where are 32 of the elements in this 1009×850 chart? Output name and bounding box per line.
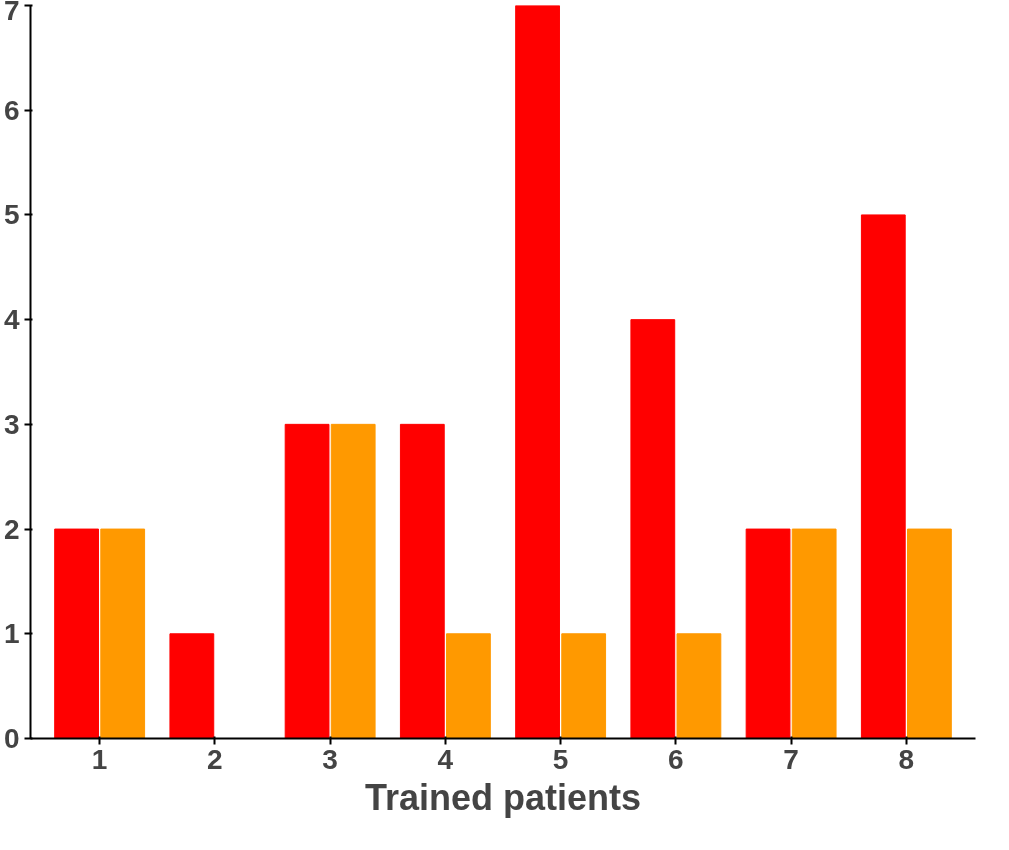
bar (630, 319, 676, 739)
y-tick-label: 6 (3, 94, 20, 126)
x-axis-title: Trained patients (364, 776, 642, 818)
x-tick-label: 3 (322, 743, 338, 775)
x-tick-label: 7 (783, 743, 799, 775)
x-tick-label: 5 (552, 743, 569, 775)
bar (399, 423, 445, 739)
bar (676, 633, 722, 739)
bar (446, 633, 491, 739)
x-tick-label: 4 (437, 743, 454, 775)
x-tick-label: 2 (207, 743, 223, 775)
bar (907, 528, 952, 739)
x-tick-label: 1 (91, 743, 108, 775)
bar (515, 5, 560, 739)
y-tick-label: 2 (3, 513, 20, 545)
bar (860, 214, 906, 739)
y-tick-label: 7 (3, 0, 20, 26)
y-tick-label: 3 (3, 408, 20, 440)
bar (791, 528, 837, 739)
y-tick-label: 0 (3, 723, 20, 754)
bar (169, 633, 215, 739)
bar (100, 528, 146, 739)
bar (745, 528, 791, 739)
y-tick-label: 5 (3, 199, 20, 231)
bar (561, 633, 607, 739)
x-tick-label: 8 (898, 743, 915, 775)
y-tick-label: 4 (3, 304, 20, 336)
x-tick-label: 6 (668, 743, 684, 775)
y-tick-label: 1 (3, 618, 20, 650)
bar (284, 423, 330, 739)
bar (330, 423, 376, 739)
bar (54, 528, 99, 739)
